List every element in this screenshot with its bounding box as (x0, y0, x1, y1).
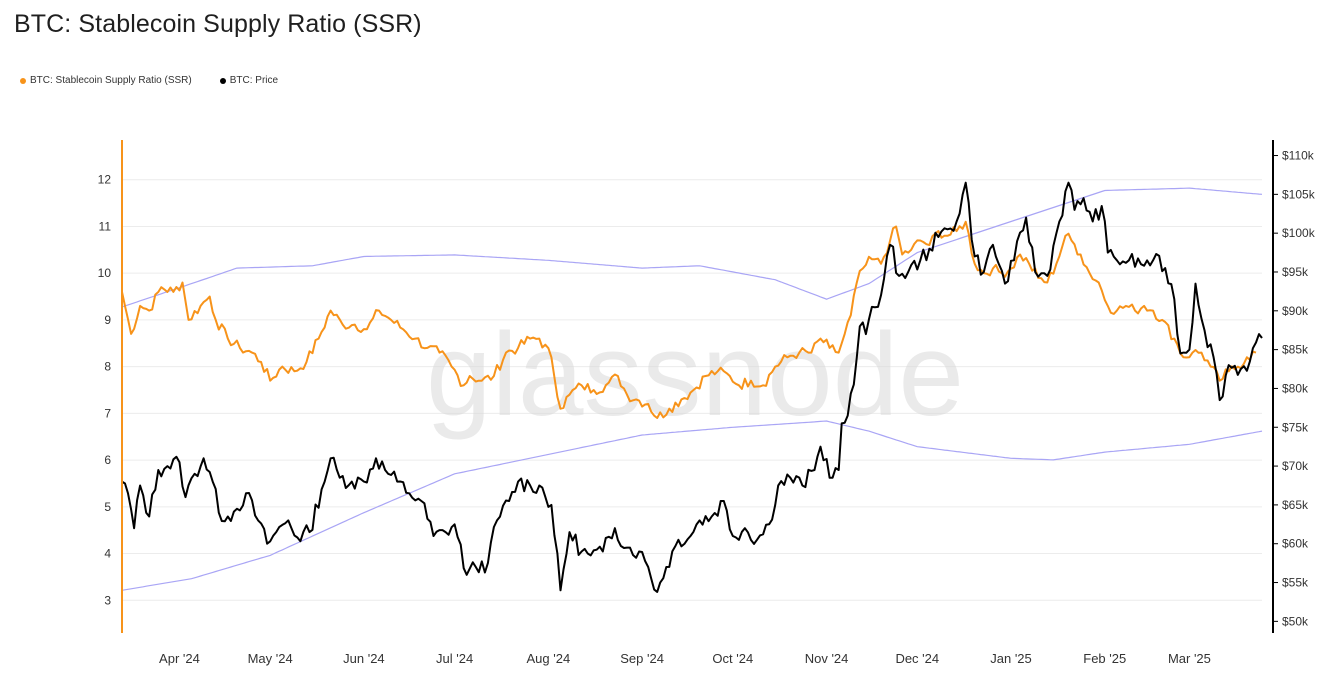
chart-legend: BTC: Stablecoin Supply Ratio (SSR) BTC: … (20, 75, 278, 86)
legend-swatch-ssr (20, 77, 26, 84)
left-tick-label: 8 (104, 360, 111, 374)
right-tick-label: $100k (1282, 226, 1316, 240)
legend-swatch-price (219, 77, 226, 84)
left-tick-label: 11 (99, 219, 112, 233)
x-tick-label: Jan '25 (990, 651, 1032, 666)
lower-band-line (121, 420, 1263, 591)
x-axis-ticks: Apr '24 May '24 Jun '24 Jul '24 Aug '24 Sep '… (159, 651, 1211, 666)
legend-label-ssr: BTC: Stablecoin Supply Ratio (SSR) (30, 75, 192, 86)
right-tick-label: $90k (1282, 304, 1309, 318)
legend-item-ssr[interactable]: BTC: Stablecoin Supply Ratio (SSR) (20, 75, 192, 86)
right-tick-label: $110k (1282, 149, 1315, 163)
left-axis-ticks: 3 4 5 6 7 8 9 10 11 12 (98, 173, 112, 608)
x-tick-label: Aug '24 (527, 651, 571, 666)
right-tick-label: $85k (1282, 343, 1309, 357)
gridlines (122, 179, 1262, 601)
price-bands (121, 187, 1263, 591)
left-tick-label: 12 (98, 173, 112, 187)
x-tick-label: May '24 (248, 651, 293, 666)
right-tick-label: $70k (1282, 459, 1309, 473)
left-tick-label: 10 (98, 266, 112, 280)
left-tick-label: 5 (104, 500, 111, 514)
ssr-line (121, 220, 1257, 419)
x-tick-label: Jun '24 (343, 651, 385, 666)
right-tick-label: $75k (1282, 420, 1309, 434)
ssr-series (121, 220, 1257, 419)
left-tick-label: 4 (104, 547, 111, 561)
x-tick-label: Nov '24 (805, 651, 849, 666)
right-tick-label: $50k (1282, 614, 1309, 628)
left-tick-label: 6 (104, 453, 111, 467)
legend-label-price: BTC: Price (229, 75, 279, 86)
price-line (121, 181, 1263, 593)
right-tick-label: $60k (1282, 537, 1309, 551)
upper-band-line (121, 187, 1263, 308)
x-tick-label: Oct '24 (712, 651, 753, 666)
x-tick-label: Sep '24 (620, 651, 664, 666)
left-tick-label: 3 (104, 593, 111, 607)
x-tick-label: Apr '24 (159, 651, 200, 666)
right-tick-label: $65k (1282, 498, 1309, 512)
left-tick-label: 7 (104, 406, 111, 420)
right-tick-label: $80k (1282, 381, 1309, 395)
watermark: glassnode (426, 309, 964, 441)
x-tick-label: Mar '25 (1168, 651, 1211, 666)
x-tick-label: Jul '24 (436, 651, 473, 666)
right-tick-label: $95k (1282, 265, 1309, 279)
legend-item-price[interactable]: BTC: Price (219, 75, 279, 86)
x-tick-label: Dec '24 (895, 651, 939, 666)
left-tick-label: 9 (104, 313, 111, 327)
right-tick-label: $105k (1282, 187, 1316, 201)
right-axis-ticks: $50k $55k $60k $65k $70k $75k $80k $85k $90k $95k… (1273, 149, 1316, 628)
x-tick-label: Feb '25 (1083, 651, 1126, 666)
right-tick-label: $55k (1282, 576, 1309, 590)
chart-title: BTC: Stablecoin Supply Ratio (SSR) (14, 10, 422, 38)
price-series (121, 181, 1263, 593)
